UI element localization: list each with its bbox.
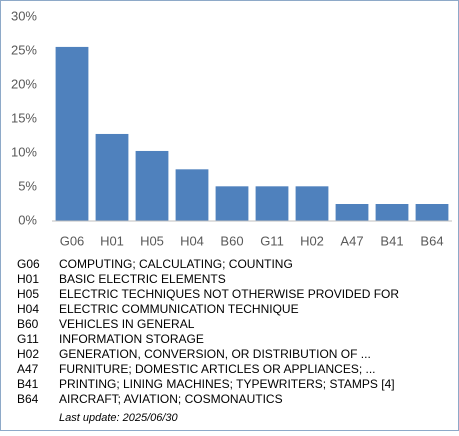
bar <box>55 46 89 221</box>
bar <box>135 150 169 221</box>
bar <box>375 204 409 221</box>
y-tick-label: 25% <box>11 42 37 57</box>
legend-description: ELECTRIC TECHNIQUES NOT OTHERWISE PROVID… <box>59 287 399 301</box>
bar <box>295 186 329 221</box>
x-tick-label: B41 <box>380 233 403 248</box>
y-tick-label: 15% <box>11 110 37 125</box>
legend-description: VEHICLES IN GENERAL <box>59 317 195 331</box>
legend-code: G11 <box>17 332 39 346</box>
legend-code: A47 <box>17 362 39 376</box>
bar <box>415 204 449 221</box>
y-tick-label: 0% <box>18 212 37 227</box>
x-tick-label: B60 <box>220 233 243 248</box>
legend-code: B64 <box>17 392 39 406</box>
legend-code: G06 <box>17 257 40 271</box>
x-tick-label: G11 <box>260 233 284 248</box>
x-tick-label: H04 <box>180 233 204 248</box>
legend-description: ELECTRIC COMMUNICATION TECHNIQUE <box>59 302 299 316</box>
legend-code: H05 <box>17 287 39 301</box>
y-tick-label: 30% <box>11 8 37 23</box>
legend-code: B41 <box>17 377 39 391</box>
legend-description: BASIC ELECTRIC ELEMENTS <box>59 272 226 286</box>
y-tick-label: 20% <box>11 76 37 91</box>
legend-code: B60 <box>17 317 39 331</box>
bar <box>175 169 209 221</box>
legend-code: H02 <box>17 347 39 361</box>
bar <box>215 186 249 221</box>
legend-code: H04 <box>17 302 39 316</box>
legend-description: PRINTING; LINING MACHINES; TYPEWRITERS; … <box>59 377 395 391</box>
bar <box>95 133 129 221</box>
legend-description: COMPUTING; CALCULATING; COUNTING <box>59 257 293 271</box>
x-tick-label: H05 <box>140 233 164 248</box>
legend-description: GENERATION, CONVERSION, OR DISTRIBUTION … <box>59 347 371 361</box>
legend-description: AIRCRAFT; AVIATION; COSMONAUTICS <box>59 392 283 406</box>
x-tick-label: H02 <box>300 233 324 248</box>
legend-description: INFORMATION STORAGE <box>59 332 204 346</box>
x-tick-label: H01 <box>100 233 124 248</box>
x-tick-label: B64 <box>420 233 443 248</box>
y-tick-label: 10% <box>11 144 37 159</box>
bar <box>255 186 289 221</box>
bar <box>335 204 369 221</box>
legend-code: H01 <box>17 272 39 286</box>
x-tick-label: G06 <box>60 233 85 248</box>
y-tick-label: 5% <box>18 178 37 193</box>
last-update: Last update: 2025/06/30 <box>59 412 179 424</box>
x-tick-label: A47 <box>340 233 363 248</box>
legend-description: FURNITURE; DOMESTIC ARTICLES OR APPLIANC… <box>59 362 376 376</box>
